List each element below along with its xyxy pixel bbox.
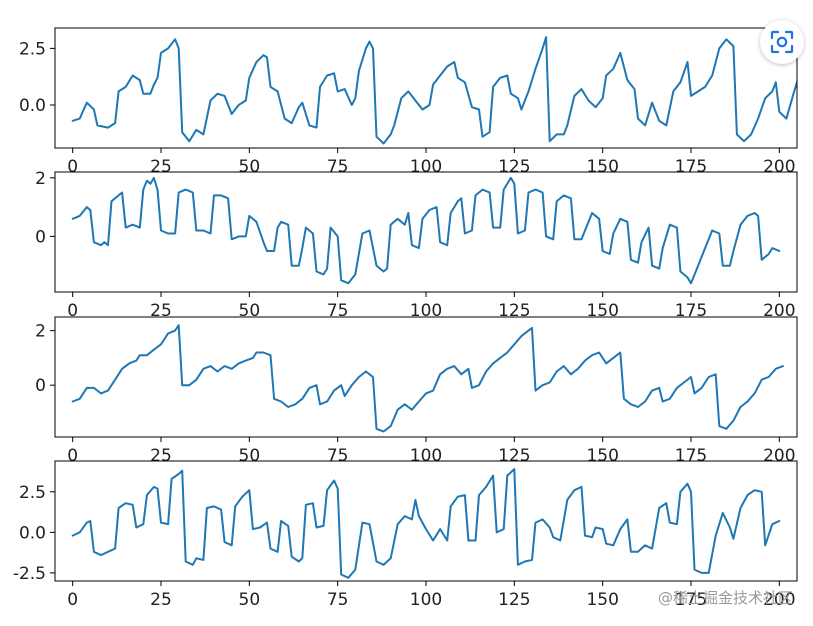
series-line [71, 176, 781, 285]
x-tick-label: 125 [498, 301, 530, 321]
x-tick-label: 100 [410, 590, 442, 610]
x-tick-label: 75 [327, 301, 349, 321]
subplot-2: 0 25 50 75 100 125 150 175 200 0 2 [35, 169, 798, 321]
x-tick-label: 50 [239, 590, 261, 610]
x-tick-label: 150 [586, 590, 618, 610]
x-tick-label: 150 [586, 157, 618, 177]
x-tick-label: 175 [675, 590, 707, 610]
y-tick-label: 0 [35, 376, 46, 396]
y-tick-label: 2.5 [19, 39, 46, 59]
series-line [71, 36, 797, 145]
x-tick-label: 175 [675, 301, 707, 321]
x-tick-label: 150 [586, 301, 618, 321]
x-tick-label: 25 [150, 590, 172, 610]
y-tick-label: 2 [35, 169, 46, 189]
x-tick-label: 50 [239, 301, 261, 321]
x-tick-label: 0 [67, 301, 78, 321]
x-tick-label: 200 [763, 590, 795, 610]
y-tick-label: -2.5 [13, 564, 46, 584]
x-tick-label: 0 [67, 590, 78, 610]
x-tick-label: 150 [586, 446, 618, 466]
x-tick-label: 50 [239, 446, 261, 466]
x-tick-label: 175 [675, 446, 707, 466]
axes-frame [54, 460, 798, 582]
series-line [71, 468, 781, 579]
x-tick-label: 50 [239, 157, 261, 177]
y-tick-label: 2 [35, 322, 46, 342]
y-tick-label: 2.5 [19, 483, 46, 503]
x-tick-label: 125 [498, 157, 530, 177]
x-tick-label: 0 [67, 157, 78, 177]
x-tick-label: 200 [763, 301, 795, 321]
x-tick-label: 125 [498, 446, 530, 466]
y-tick-label: 0.0 [19, 523, 46, 543]
axes-frame [54, 27, 798, 149]
x-tick-label: 200 [763, 157, 795, 177]
x-tick-label: 25 [150, 446, 172, 466]
axes-frame [54, 171, 798, 293]
x-tick-label: 25 [150, 157, 172, 177]
x-tick-label: 25 [150, 301, 172, 321]
x-tick-label: 100 [410, 446, 442, 466]
watermark: @稀土掘金技术社区 [657, 589, 793, 607]
x-tick-label: 175 [675, 157, 707, 177]
axes-frame [54, 316, 798, 438]
x-tick-label: 100 [410, 157, 442, 177]
y-tick-label: 0.0 [19, 96, 46, 116]
subplot-3: 0 25 50 75 100 125 150 175 200 0 2 [35, 316, 798, 466]
series-line [71, 324, 784, 433]
x-tick-label: 75 [327, 157, 349, 177]
subplot-1: 0 25 50 75 100 125 150 175 200 0.0 2.5 [19, 27, 798, 177]
lens-search-icon [770, 30, 794, 54]
x-tick-label: 0 [67, 446, 78, 466]
x-tick-label: 75 [327, 446, 349, 466]
x-tick-label: 125 [498, 590, 530, 610]
x-tick-label: 200 [763, 446, 795, 466]
x-tick-label: 75 [327, 590, 349, 610]
x-tick-label: 100 [410, 301, 442, 321]
lens-search-button[interactable] [760, 20, 804, 64]
subplot-4: 0 25 50 75 100 125 150 175 200 -2.5 0.0 2.5 [13, 460, 798, 610]
y-tick-label: 0 [35, 227, 46, 247]
